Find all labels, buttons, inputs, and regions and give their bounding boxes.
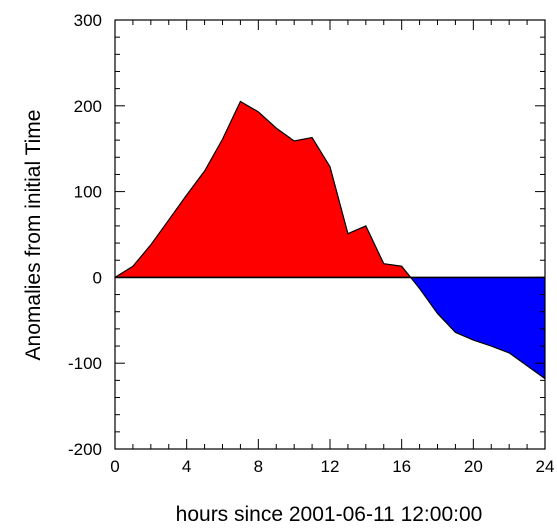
y-tick-label: 200	[74, 97, 102, 116]
x-tick-label: 4	[182, 457, 191, 476]
y-tick-label: 100	[74, 183, 102, 202]
negative-anomaly-area	[410, 277, 545, 379]
x-tick-labels: 0 4 8 12 16 20 24	[110, 457, 554, 476]
x-tick-label: 8	[254, 457, 263, 476]
y-tick-label: -100	[68, 354, 102, 373]
y-tick-label: -200	[68, 440, 102, 459]
x-tick-label: 24	[536, 457, 555, 476]
x-tick-label: 20	[464, 457, 483, 476]
fill-layer	[115, 101, 545, 379]
positive-anomaly-area	[115, 101, 411, 278]
series-line	[114, 100, 546, 380]
y-tick-label: 0	[93, 268, 102, 287]
y-axis-title: Anomalies from initial Time	[22, 110, 45, 361]
x-axis-title: hours since 2001-06-11 12:00:00	[176, 503, 483, 526]
x-tick-label: 0	[110, 457, 119, 476]
x-tick-label: 16	[392, 457, 411, 476]
ticks-layer	[114, 19, 546, 450]
y-tick-labels: -200 -100 0 100 200 300	[68, 11, 102, 459]
y-tick-label: 300	[74, 11, 102, 30]
x-tick-label: 12	[321, 457, 340, 476]
